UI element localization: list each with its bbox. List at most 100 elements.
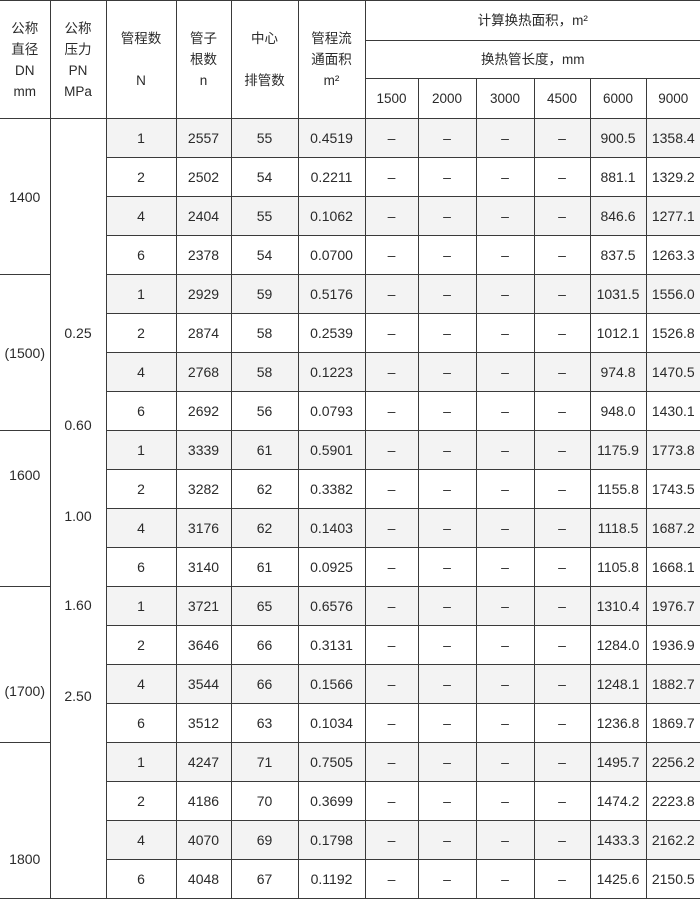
table-cell: 2256.2 — [645, 742, 700, 782]
table-cell: 3282 — [175, 469, 232, 509]
table-cell: 1 — [105, 430, 177, 470]
table-cell: 1248.1 — [589, 664, 647, 704]
table-cell: 2 — [105, 625, 177, 665]
table-cell: – — [475, 313, 535, 353]
table-cell: 58 — [230, 352, 299, 392]
table-row: 4 4070 69 0.1798– – – –1433.3 2162.2 — [0, 820, 700, 860]
table-cell: – — [417, 157, 477, 197]
table-cell: – — [475, 508, 535, 548]
table-cell: 0.2539 — [297, 313, 366, 353]
table-cell: 54 — [230, 157, 299, 197]
table-cell: – — [475, 781, 535, 821]
table-cell: 62 — [230, 469, 299, 509]
table-cell: 2223.8 — [645, 781, 700, 821]
table-row: 2 3646 66 0.3131– – – –1284.0 1936.9 — [0, 625, 700, 665]
table-cell: – — [364, 508, 419, 548]
table-cell: 1687.2 — [645, 508, 700, 548]
table-cell: 4 — [105, 820, 177, 860]
table-cell: 948.0 — [589, 391, 647, 431]
table-cell: – — [475, 742, 535, 782]
table-row: 1400 0.25 0.60 1.00 1.60 2.50 1 2557 55 0.4519– – –… — [0, 118, 700, 899]
dn-cell: (1500) — [0, 274, 51, 431]
table-cell: 3646 — [175, 625, 232, 665]
pn-value: 0.25 — [64, 325, 92, 341]
table-cell: – — [364, 235, 419, 275]
pn-value: 2.50 — [64, 688, 92, 704]
table-cell: 0.3131 — [297, 625, 366, 665]
table-cell: – — [475, 118, 535, 158]
table-row: 6 2692 56 0.0793– – – –948.0 1430.1 — [0, 391, 700, 431]
table-cell: 846.6 — [589, 196, 647, 236]
table-cell: – — [533, 274, 591, 314]
table-row: 4 2768 58 0.1223– – – –974.8 1470.5 — [0, 352, 700, 392]
dn-value: 1600 — [9, 467, 41, 483]
table-cell: 4070 — [175, 820, 232, 860]
table-row: 2 2502 54 0.2211– – – –881.1 1329.2 — [0, 157, 700, 197]
table-cell: 58 — [230, 313, 299, 353]
table-cell: 0.5901 — [297, 430, 366, 470]
table-cell: 0.4519 — [297, 118, 366, 158]
table-cell: 2378 — [175, 235, 232, 275]
table-cell: 1526.8 — [645, 313, 700, 353]
table-cell: – — [533, 742, 591, 782]
table-cell: 70 — [230, 781, 299, 821]
table-cell: 61 — [230, 547, 299, 587]
header-area-title: 计算换热面积，m² — [364, 0, 700, 41]
table-cell: 1474.2 — [589, 781, 647, 821]
table-cell: 56 — [230, 391, 299, 431]
table-cell: 1263.3 — [645, 235, 700, 275]
table-cell: – — [475, 391, 535, 431]
table-cell: – — [364, 820, 419, 860]
table-cell: – — [533, 547, 591, 587]
table-cell: 6 — [105, 235, 177, 275]
table-row: 2 3282 62 0.3382– – – –1155.8 1743.5 — [0, 469, 700, 509]
table-cell: 1936.9 — [645, 625, 700, 665]
table-cell: 1329.2 — [645, 157, 700, 197]
table-cell: 0.0925 — [297, 547, 366, 587]
table-cell: 1773.8 — [645, 430, 700, 470]
table-cell: 66 — [230, 625, 299, 665]
header-length-9000: 9000 — [645, 78, 700, 119]
table-cell: – — [475, 352, 535, 392]
table-cell: 0.1798 — [297, 820, 366, 860]
table-cell: – — [533, 625, 591, 665]
table-cell: – — [364, 118, 419, 158]
table-cell: 1430.1 — [645, 391, 700, 431]
table-cell: – — [417, 313, 477, 353]
header-passes: 管程数 N — [105, 0, 177, 119]
table-cell: 2404 — [175, 196, 232, 236]
table-cell: – — [417, 235, 477, 275]
table-cell: 4048 — [175, 859, 232, 899]
table-cell: 1012.1 — [589, 313, 647, 353]
table-cell: – — [533, 118, 591, 158]
table-cell: 1310.4 — [589, 586, 647, 626]
table-cell: 2162.2 — [645, 820, 700, 860]
table-cell: – — [364, 313, 419, 353]
table-cell: 6 — [105, 547, 177, 587]
table-cell: – — [533, 430, 591, 470]
dn-cell: 1800 — [0, 742, 51, 899]
table-cell: – — [533, 703, 591, 743]
table-cell: 3339 — [175, 430, 232, 470]
table-cell: 2692 — [175, 391, 232, 431]
table-cell: 63 — [230, 703, 299, 743]
table-cell: 65 — [230, 586, 299, 626]
table-cell: – — [417, 859, 477, 899]
dn-value: 1800 — [9, 851, 41, 867]
table-cell: 1869.7 — [645, 703, 700, 743]
table-cell: – — [475, 157, 535, 197]
pn-value: 1.00 — [64, 508, 92, 524]
table-cell: 0.3699 — [297, 781, 366, 821]
dn-value: (1700) — [4, 683, 45, 699]
table-cell: 0.1223 — [297, 352, 366, 392]
table-row: 1800 1 4247 71 0.7505– – – –1495.7 2256.2 — [0, 742, 700, 899]
table-cell: 4 — [105, 352, 177, 392]
table-cell: – — [533, 391, 591, 431]
table-cell: 1 — [105, 274, 177, 314]
table-row: 6 4048 67 0.1192– – – –1425.6 2150.5 — [0, 859, 700, 899]
table-row: 1600 1 3339 61 0.5901– – – –1175.9 1773.8 — [0, 430, 700, 587]
table-cell: 0.7505 — [297, 742, 366, 782]
table-cell: – — [475, 820, 535, 860]
table-cell: 974.8 — [589, 352, 647, 392]
